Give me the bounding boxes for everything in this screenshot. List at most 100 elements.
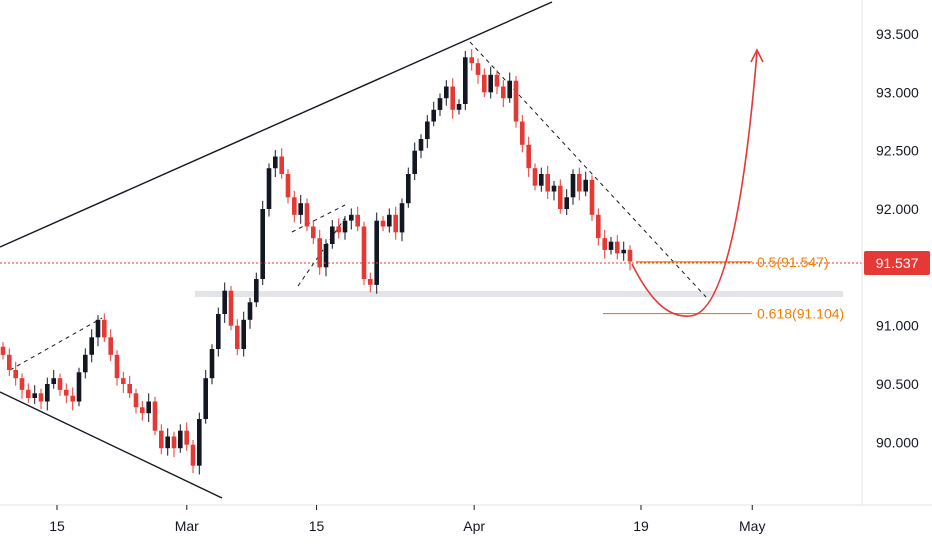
candle-body (425, 121, 430, 139)
candle-body (469, 57, 474, 64)
candle-body (570, 174, 576, 198)
candle-body (165, 436, 170, 449)
candle-body (526, 144, 531, 169)
upper-channel-line (0, 1, 553, 248)
candle-body (190, 444, 196, 466)
fib-levels-layer: 0.5(91.547) 0.618(91.104) (603, 254, 844, 322)
time-axis-ticks: 15 Mar 15 Apr 19 May (49, 505, 765, 534)
candle-body (89, 337, 94, 355)
candle-body (615, 241, 620, 254)
price-tick-label: 91.000 (876, 318, 919, 334)
candle-body (583, 179, 588, 192)
candle-body (0, 346, 6, 355)
candle-body (171, 436, 177, 449)
descending-dashed-line (469, 41, 707, 298)
time-tick-label: Mar (175, 518, 199, 534)
lower-channel-line (0, 391, 223, 499)
candle-body (152, 401, 158, 431)
candle-body (209, 349, 215, 379)
candle-body (545, 174, 550, 192)
candle-body (355, 214, 360, 227)
candle-body (596, 214, 601, 239)
flag-dashed-line-left (9, 317, 103, 371)
candle-body (260, 209, 265, 279)
candle-body (551, 185, 557, 192)
candle-body (13, 370, 18, 379)
candle-body (399, 203, 405, 233)
candle-body (140, 407, 145, 414)
time-tick-label: May (739, 518, 765, 534)
time-tick-label: 15 (309, 518, 325, 534)
candle-body (216, 314, 221, 349)
candle-body (19, 378, 25, 390)
fib-level-label: 0.5(91.547) (757, 254, 829, 270)
candle-body (456, 104, 462, 110)
projection-arrow-head (750, 48, 764, 63)
candle-body (235, 325, 240, 349)
candle-body (292, 197, 297, 215)
support-zone (195, 291, 843, 297)
candle-body (83, 354, 88, 373)
candle-body (102, 319, 107, 338)
candle-body (368, 279, 373, 285)
candle-body (133, 393, 139, 408)
candle-body (45, 384, 50, 402)
candle-body (222, 290, 227, 314)
candle-body (589, 179, 595, 215)
candle-body (342, 220, 348, 233)
candle-body (621, 249, 626, 254)
price-axis-ticks: 93.500 93.000 92.500 92.000 91.000 90.500 90.0… (876, 26, 919, 450)
price-tick-label: 93.000 (876, 84, 919, 100)
candle-body (273, 156, 278, 169)
candle-body (197, 419, 202, 466)
candle-body (520, 121, 525, 145)
candle-body (380, 220, 386, 227)
candle-body (279, 156, 284, 174)
time-tick-label: Apr (463, 518, 485, 534)
candle-body (108, 337, 113, 355)
candle-body (330, 226, 335, 244)
candle-body (178, 430, 183, 449)
candle-body (127, 384, 132, 394)
candle-body (494, 74, 500, 87)
price-tick-label: 93.500 (876, 26, 919, 42)
candle-body (501, 86, 506, 99)
candle-body (121, 378, 126, 384)
price-tick-label: 90.500 (876, 376, 919, 392)
candle-body (374, 220, 379, 285)
time-tick-label: 19 (633, 518, 649, 534)
candle-body (564, 197, 569, 209)
projection-curve (631, 51, 758, 317)
candle-body (393, 214, 398, 233)
candle-body (418, 139, 424, 151)
candle-body (406, 174, 411, 204)
price-tick-label: 92.000 (876, 201, 919, 217)
current-price-badge-label: 91.537 (876, 255, 919, 271)
candles-layer (0, 49, 633, 475)
candle-body (323, 244, 329, 268)
candle-body (95, 319, 101, 338)
candle-body (532, 168, 538, 186)
candle-body (431, 109, 436, 122)
candle-body (450, 86, 455, 110)
candle-body (146, 401, 151, 414)
candle-body (228, 290, 234, 326)
candle-body (51, 378, 56, 384)
candle-body (349, 214, 354, 221)
candle-body (64, 389, 69, 396)
candle-body (203, 378, 208, 419)
candle-body (488, 74, 493, 93)
candle-body (285, 174, 291, 198)
candle-body (241, 319, 246, 349)
candle-body (627, 249, 633, 262)
candle-body (247, 302, 253, 320)
price-tick-label: 92.500 (876, 143, 919, 159)
candle-body (482, 74, 487, 93)
trendline-layer (0, 1, 707, 499)
candle-body (412, 150, 417, 174)
candle-body (317, 238, 322, 268)
candle-body (32, 393, 37, 398)
candle-body (70, 395, 75, 402)
candle-body (513, 80, 519, 122)
